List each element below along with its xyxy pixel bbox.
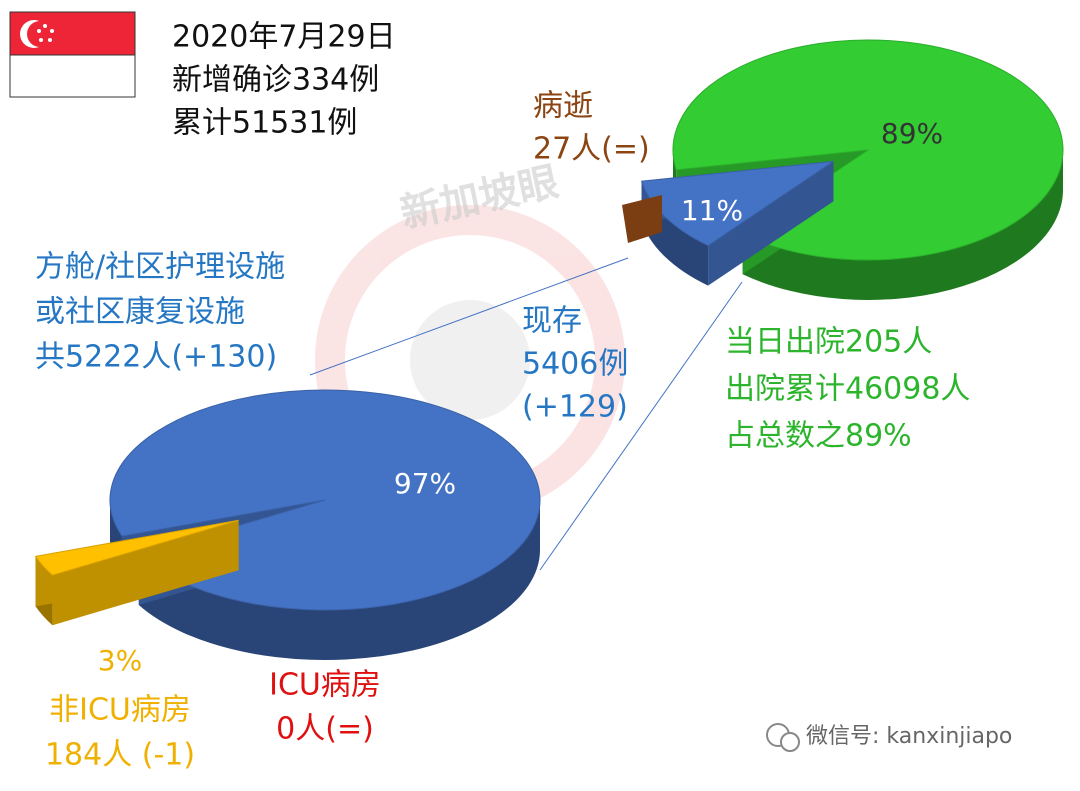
annotation: 病逝 (533, 89, 593, 124)
annotation: 当日出院205人 (725, 325, 932, 360)
annotation: 现存 (522, 304, 582, 339)
annotation: 共5222人(+130) (35, 340, 277, 375)
connector (539, 281, 743, 571)
slice-top (34, 519, 239, 576)
annotation: 占总数之89% (725, 419, 912, 454)
footer-text: 微信号: kanxinjiapo (806, 724, 1012, 749)
death-slice (622, 195, 662, 243)
annotation: 非ICU病房 (49, 693, 191, 728)
flag (9, 11, 136, 98)
annotation: 0人(=) (276, 712, 374, 747)
slice (34, 519, 239, 626)
pies (34, 39, 1064, 661)
value-label: 89% (881, 117, 943, 150)
annotation: 184人 (-1) (45, 738, 195, 773)
annotation: 27人(=) (533, 132, 650, 167)
value-label: 97% (394, 467, 456, 500)
slice (109, 389, 541, 661)
slice-side (742, 150, 1064, 300)
annotation: (+129) (522, 390, 628, 425)
slice (640, 160, 834, 286)
annotation: 出院累计46098人 (725, 372, 970, 407)
annotation: ICU病房 (269, 668, 381, 703)
annotation: 或社区康复设施 (35, 295, 245, 330)
annotation: 方舱/社区护理设施 (35, 250, 285, 285)
footer: 微信号: kanxinjiapo (766, 723, 1012, 752)
slice-side (138, 500, 540, 661)
slice-top (672, 39, 1064, 261)
slice-edge (35, 520, 239, 607)
header-line: 2020年7月29日 (172, 20, 396, 55)
value-label: 3% (98, 644, 142, 677)
header-line: 累计51531例 (172, 106, 357, 141)
connector (309, 257, 629, 376)
slice-side (641, 181, 709, 286)
value-label: 11% (681, 194, 743, 227)
slice-top (640, 160, 834, 247)
header-line: 新增确诊334例 (172, 63, 379, 98)
annotation: 5406例 (522, 347, 628, 382)
